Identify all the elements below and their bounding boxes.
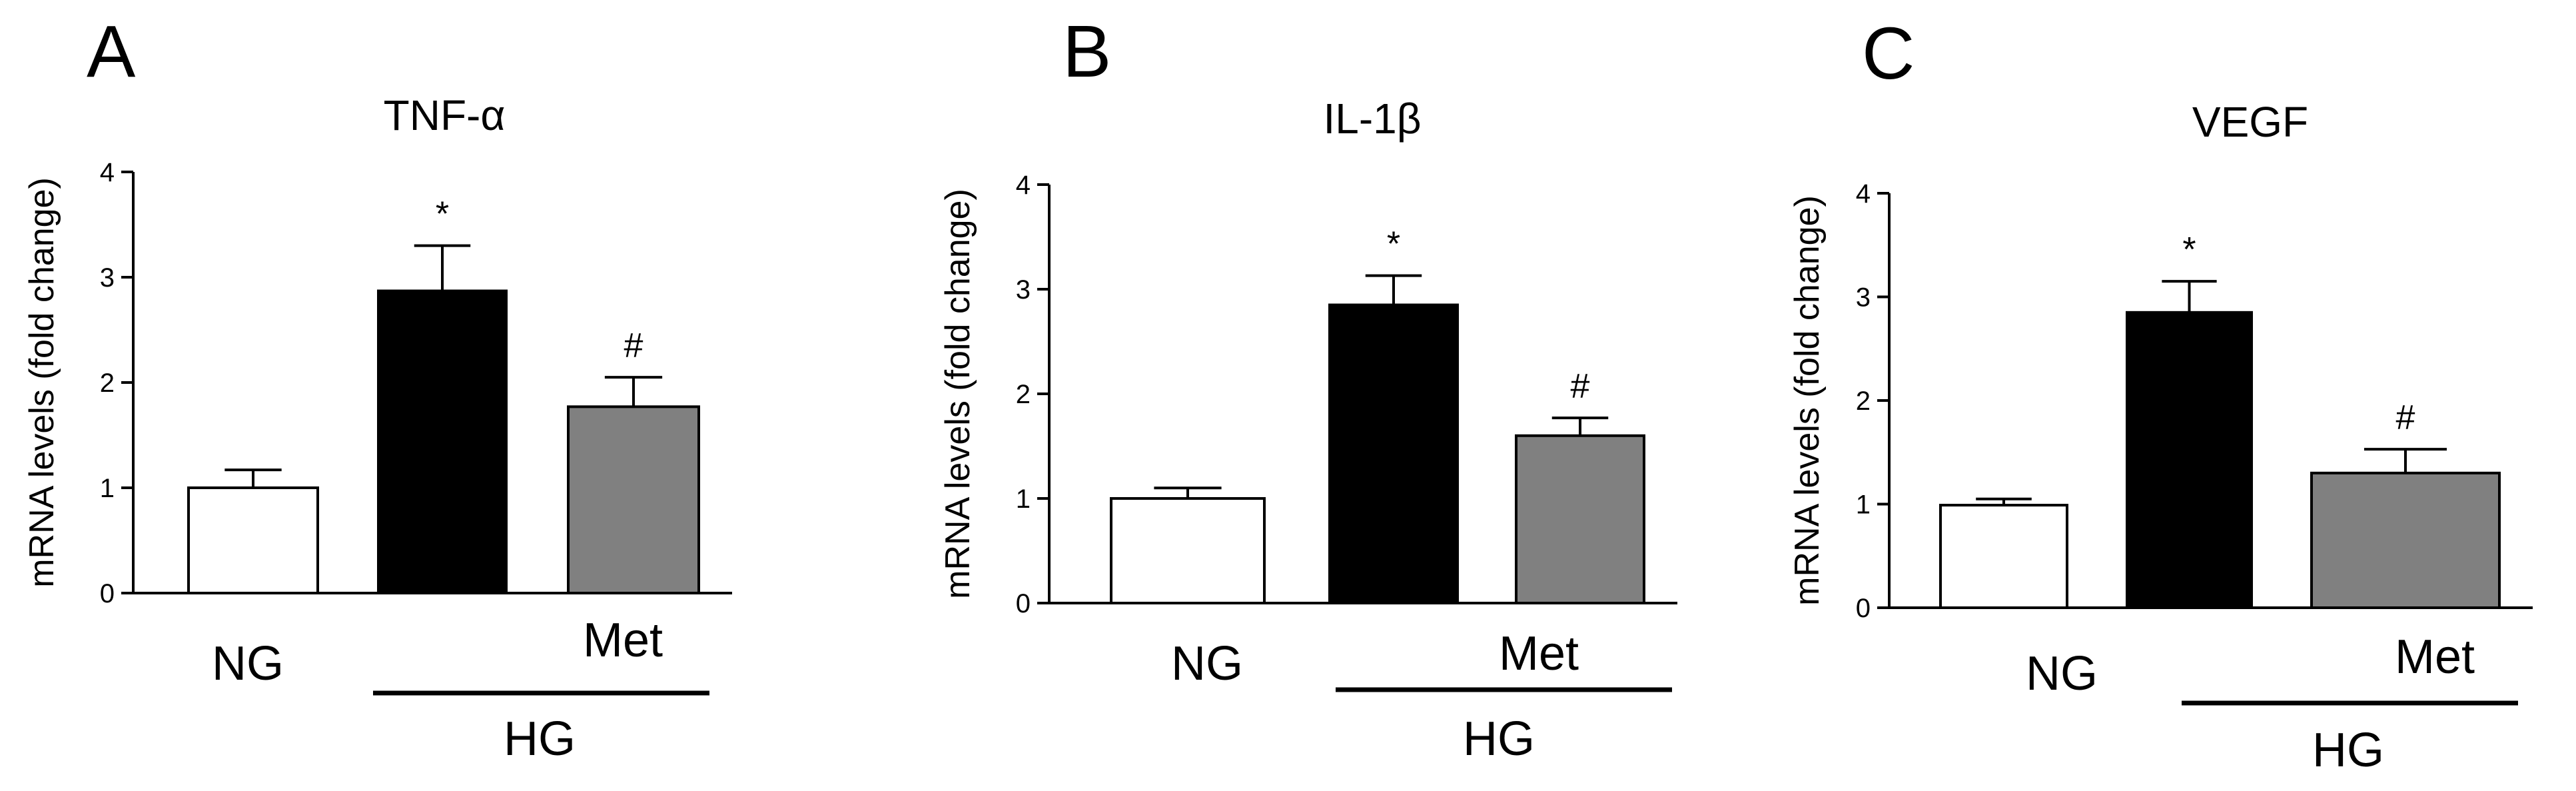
group-label-ng: NG	[212, 637, 284, 690]
chart-panel-b: B IL-1β mRNA levels (fold change) 0 1 2 3 4 * # NG…	[939, 11, 1677, 766]
group-label-hg: HG	[2312, 724, 2384, 777]
bar-1	[1110, 497, 1266, 604]
group-label-ng: NG	[1171, 637, 1243, 690]
y-tick-label: 2	[1016, 380, 1031, 409]
chart-panel-a: A TNF-α mRNA levels (fold change) 0 1 2 3 4 * # NG…	[23, 11, 732, 766]
panel-letter: B	[1063, 11, 1111, 93]
y-axis-label: mRNA levels (fold change)	[23, 177, 61, 588]
chart-title: IL-1β	[1323, 95, 1421, 143]
significance-hash: #	[1571, 367, 1590, 406]
group-label-met: Met	[2395, 630, 2475, 684]
group-label-met: Met	[1499, 627, 1579, 680]
bar-1	[1939, 504, 2068, 609]
chart-title: TNF-α	[384, 91, 506, 139]
significance-hash: #	[624, 327, 644, 365]
significance-hash: #	[2396, 398, 2415, 437]
bar-3	[567, 405, 700, 595]
chart-panel-c: C VEGF mRNA levels (fold change) 0 1 2 3 4 * # NG M…	[1788, 13, 2533, 777]
bar-3	[2310, 471, 2501, 609]
significance-asterisk: *	[2182, 231, 2196, 269]
bar-3	[1515, 434, 1645, 604]
y-tick-label: 1	[100, 474, 115, 503]
bar-2	[377, 289, 508, 594]
y-tick-label: 3	[1016, 275, 1031, 305]
y-tick-label: 4	[1856, 179, 1871, 209]
chart-title: VEGF	[2192, 98, 2308, 146]
y-tick-label: 4	[100, 158, 115, 187]
bar-1	[187, 486, 319, 594]
y-axis-label: mRNA levels (fold change)	[939, 189, 977, 599]
y-tick-label: 3	[100, 263, 115, 293]
significance-asterisk: *	[436, 195, 449, 234]
y-tick-label: 3	[1856, 283, 1871, 313]
panel-letter: C	[1862, 13, 1915, 95]
group-label-met: Met	[583, 614, 663, 667]
group-label-hg: HG	[504, 712, 576, 766]
bar-2	[2126, 311, 2253, 609]
y-tick-label: 0	[100, 579, 115, 608]
significance-asterisk: *	[1387, 225, 1400, 264]
bar-2	[1328, 303, 1459, 604]
y-axis-label: mRNA levels (fold change)	[1788, 195, 1827, 606]
y-tick-label: 2	[1856, 387, 1871, 416]
group-label-ng: NG	[2026, 647, 2098, 700]
panel-letter: A	[87, 11, 136, 93]
y-tick-label: 4	[1016, 171, 1031, 200]
group-label-hg: HG	[1463, 712, 1535, 766]
y-tick-label: 1	[1016, 484, 1031, 514]
y-tick-label: 0	[1856, 594, 1871, 623]
y-tick-label: 1	[1856, 490, 1871, 520]
y-tick-label: 2	[100, 369, 115, 398]
y-tick-label: 0	[1016, 589, 1031, 618]
